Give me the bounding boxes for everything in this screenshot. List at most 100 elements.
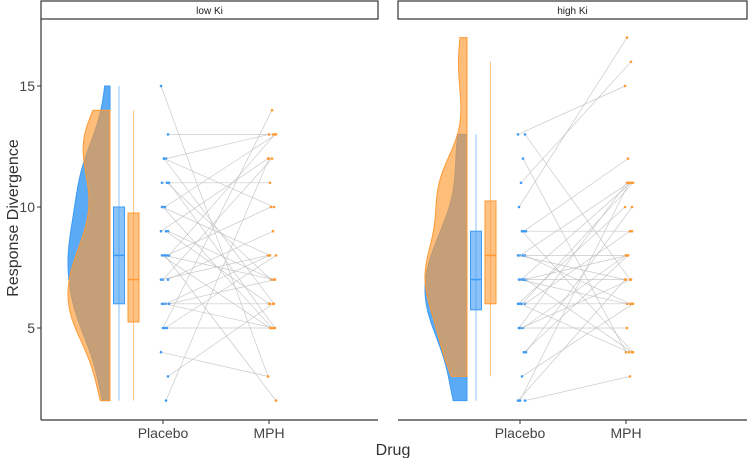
- box-placebo: [470, 230, 482, 311]
- point-placebo: [522, 350, 526, 354]
- point-placebo: [516, 399, 520, 402]
- point-placebo: [160, 254, 164, 257]
- point-placebo: [159, 84, 163, 88]
- point-mph: [271, 229, 275, 233]
- point-placebo: [160, 302, 164, 306]
- point-placebo: [522, 229, 526, 233]
- point-mph: [630, 205, 634, 209]
- point-placebo: [160, 205, 164, 209]
- panel-strip: [397, 0, 748, 20]
- point-placebo: [519, 302, 523, 306]
- point-mph: [623, 205, 627, 209]
- pair-line: [518, 182, 628, 329]
- pair-line: [160, 158, 269, 232]
- point-placebo: [520, 229, 524, 233]
- point-placebo: [164, 399, 168, 402]
- point-mph: [624, 278, 628, 281]
- panel-high-ki: high Ki Placebo MPH: [397, 0, 748, 441]
- point-mph: [271, 133, 275, 136]
- x-tick-label: MPH: [253, 425, 284, 441]
- pair-line: [524, 376, 631, 401]
- pair-line: [518, 37, 628, 208]
- point-mph: [267, 157, 271, 160]
- point-mph: [625, 181, 629, 185]
- point-mph: [273, 133, 277, 136]
- point-placebo: [521, 254, 525, 257]
- point-placebo: [163, 254, 167, 257]
- x-tick-label: Placebo: [495, 425, 546, 441]
- point-placebo: [165, 181, 169, 185]
- panel-strip-label: low Ki: [196, 6, 223, 17]
- point-placebo: [167, 302, 171, 306]
- density-mph: [67, 109, 111, 402]
- point-placebo: [166, 133, 170, 136]
- point-placebo: [524, 350, 528, 354]
- pair-line: [168, 279, 276, 305]
- pair-line: [524, 230, 631, 305]
- point-mph: [268, 302, 272, 306]
- point-placebo: [163, 205, 167, 209]
- pair-line: [520, 61, 632, 184]
- point-mph: [270, 108, 274, 112]
- point-placebo: [521, 278, 525, 281]
- point-mph: [629, 302, 633, 306]
- x-tick-label: MPH: [610, 425, 641, 441]
- point-mph: [631, 302, 635, 306]
- point-mph: [624, 254, 628, 257]
- point-placebo: [167, 181, 171, 185]
- pair-line: [162, 110, 273, 329]
- pair-line: [163, 158, 275, 305]
- pair-line: [168, 134, 276, 256]
- point-mph: [270, 157, 274, 160]
- point-placebo: [517, 326, 521, 330]
- point-placebo: [159, 350, 163, 354]
- point-placebo: [517, 205, 521, 209]
- x-tick-label: Placebo: [138, 425, 189, 441]
- point-mph: [266, 375, 270, 378]
- point-placebo: [160, 181, 164, 185]
- point-mph: [272, 205, 276, 209]
- point-placebo: [161, 326, 165, 330]
- point-placebo: [519, 181, 523, 185]
- pair-line: [521, 303, 634, 377]
- pair-line: [523, 255, 629, 280]
- point-mph: [625, 36, 629, 39]
- pair-line: [165, 134, 270, 159]
- pair-line: [163, 303, 275, 329]
- point-placebo: [520, 375, 524, 378]
- pair-line: [161, 255, 271, 329]
- point-mph: [272, 326, 276, 330]
- point-mph: [268, 181, 272, 185]
- point-mph: [629, 60, 633, 64]
- point-mph: [631, 181, 635, 185]
- panel-strip: [40, 0, 379, 20]
- point-placebo: [163, 326, 167, 330]
- panel-low-ki: low Ki 5 10 15 Placebo MPH: [19, 0, 379, 441]
- pair-line: [161, 206, 271, 256]
- box-mph: [484, 200, 497, 305]
- point-placebo: [159, 278, 163, 281]
- pair-line: [164, 255, 277, 329]
- point-mph: [268, 254, 272, 257]
- box-mph: [127, 212, 140, 323]
- pair-line: [160, 351, 269, 377]
- pair-line: [160, 85, 269, 377]
- point-mph: [272, 302, 276, 306]
- pair-line: [517, 255, 626, 280]
- point-mph: [274, 399, 278, 402]
- point-placebo: [523, 133, 527, 136]
- pair-line: [164, 134, 277, 208]
- point-placebo: [166, 375, 170, 378]
- point-mph: [269, 205, 273, 209]
- pair-line: [167, 303, 274, 377]
- point-mph: [630, 350, 634, 354]
- point-mph: [629, 278, 633, 281]
- pair-line: [520, 182, 632, 280]
- pair-line: [525, 279, 633, 353]
- y-tick-label: 10: [19, 199, 35, 215]
- point-mph: [628, 375, 632, 378]
- point-mph: [627, 350, 631, 354]
- point-mph: [269, 326, 273, 330]
- point-mph: [623, 84, 627, 88]
